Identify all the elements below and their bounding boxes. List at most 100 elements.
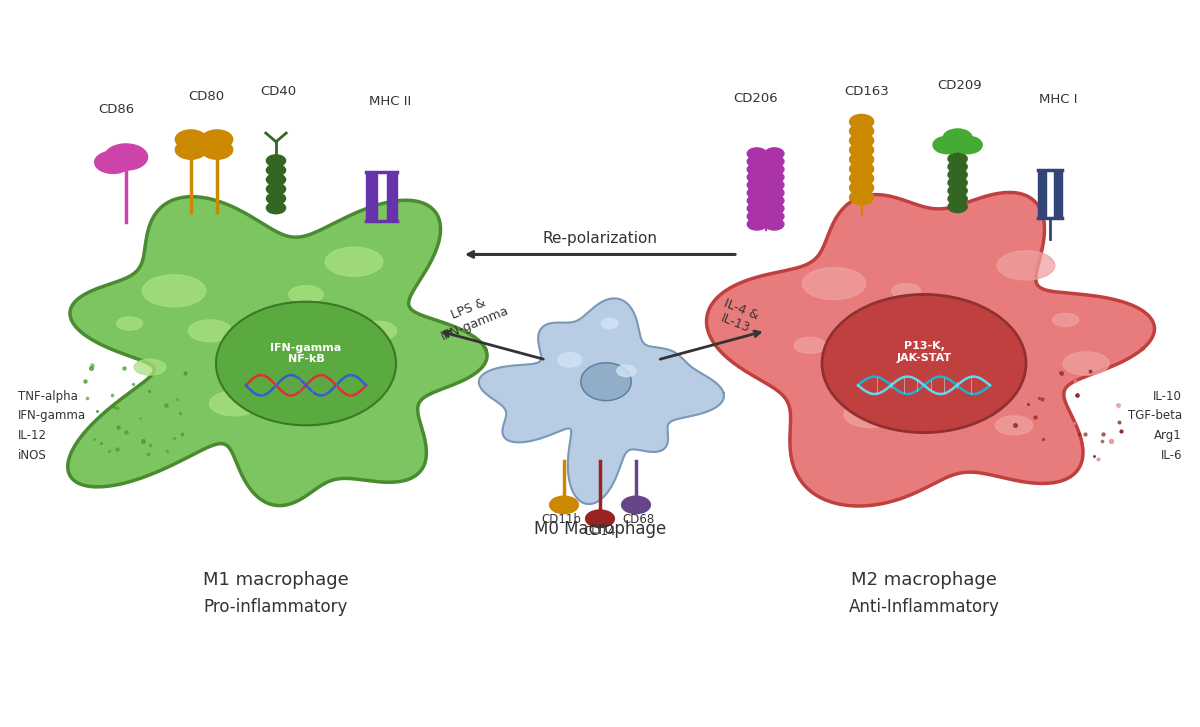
Circle shape [934, 136, 962, 153]
Text: MHC II: MHC II [368, 95, 412, 108]
Circle shape [948, 161, 967, 172]
Ellipse shape [1052, 313, 1079, 326]
Text: IFN-gamma: IFN-gamma [270, 342, 342, 353]
Circle shape [764, 187, 784, 198]
Text: IL-4 &
IL-13: IL-4 & IL-13 [716, 297, 760, 336]
Text: NF-kB: NF-kB [288, 354, 324, 364]
Text: CD206: CD206 [733, 92, 779, 105]
Circle shape [748, 203, 767, 214]
Circle shape [748, 211, 767, 222]
Polygon shape [1054, 170, 1062, 217]
Ellipse shape [822, 294, 1026, 433]
Circle shape [266, 202, 286, 214]
Ellipse shape [581, 363, 631, 401]
Text: CD163: CD163 [844, 84, 889, 97]
Ellipse shape [794, 337, 826, 353]
Circle shape [748, 156, 767, 167]
Polygon shape [1038, 170, 1046, 217]
Circle shape [550, 496, 578, 513]
Circle shape [175, 140, 206, 159]
Circle shape [175, 130, 206, 149]
Circle shape [850, 152, 874, 166]
Circle shape [948, 185, 967, 196]
Ellipse shape [116, 317, 143, 330]
Text: LPS &
IFN-gamma: LPS & IFN-gamma [433, 289, 510, 343]
Circle shape [764, 195, 784, 206]
Circle shape [202, 140, 233, 159]
Circle shape [558, 353, 582, 367]
Circle shape [266, 164, 286, 176]
Ellipse shape [325, 247, 383, 276]
Circle shape [850, 161, 874, 176]
Circle shape [764, 156, 784, 167]
Circle shape [948, 177, 967, 188]
Text: M0 Macrophage: M0 Macrophage [534, 521, 666, 539]
Text: P13-K,: P13-K, [904, 341, 944, 351]
Circle shape [764, 211, 784, 222]
Circle shape [617, 365, 636, 377]
Ellipse shape [1063, 352, 1109, 375]
Circle shape [748, 164, 767, 175]
Circle shape [948, 169, 967, 180]
Circle shape [586, 510, 614, 528]
Polygon shape [386, 172, 397, 221]
Circle shape [104, 144, 148, 170]
Ellipse shape [844, 401, 896, 427]
Circle shape [943, 129, 972, 146]
Text: CD209: CD209 [937, 79, 983, 92]
Text: IL-10: IL-10 [1153, 390, 1182, 403]
Text: Re-polarization: Re-polarization [542, 231, 658, 246]
Circle shape [95, 151, 131, 173]
Circle shape [953, 136, 982, 153]
Ellipse shape [803, 268, 865, 300]
Circle shape [948, 201, 967, 212]
Text: Arg1: Arg1 [1154, 429, 1182, 442]
Circle shape [622, 496, 650, 513]
Text: TGF-beta: TGF-beta [1128, 409, 1182, 422]
Circle shape [850, 133, 874, 148]
Ellipse shape [289, 286, 323, 303]
Circle shape [266, 183, 286, 195]
Circle shape [266, 174, 286, 185]
Text: Anti-Inflammatory: Anti-Inflammatory [848, 598, 1000, 616]
Ellipse shape [143, 275, 205, 307]
Circle shape [748, 187, 767, 198]
Circle shape [850, 171, 874, 185]
Polygon shape [67, 196, 487, 505]
Ellipse shape [997, 251, 1055, 280]
Ellipse shape [210, 391, 258, 416]
Circle shape [748, 148, 767, 159]
Text: M2 macrophage: M2 macrophage [851, 571, 997, 590]
Text: IL-12: IL-12 [18, 429, 47, 442]
Circle shape [202, 130, 233, 149]
Circle shape [748, 218, 767, 230]
Text: M1 macrophage: M1 macrophage [203, 571, 349, 590]
Circle shape [850, 142, 874, 157]
Ellipse shape [134, 359, 166, 375]
Circle shape [764, 203, 784, 214]
Text: CD40: CD40 [260, 84, 296, 97]
Text: CD68: CD68 [623, 513, 654, 526]
Circle shape [266, 193, 286, 204]
Circle shape [601, 318, 618, 329]
Circle shape [850, 124, 874, 138]
Polygon shape [366, 172, 377, 221]
Circle shape [764, 148, 784, 159]
Text: JAK-STAT: JAK-STAT [896, 353, 952, 364]
Circle shape [764, 164, 784, 175]
Circle shape [948, 153, 967, 164]
Ellipse shape [892, 284, 920, 298]
Circle shape [748, 172, 767, 183]
Text: MHC I: MHC I [1039, 93, 1078, 106]
Polygon shape [479, 298, 724, 504]
Circle shape [850, 114, 874, 129]
Circle shape [948, 193, 967, 204]
Circle shape [764, 180, 784, 191]
Ellipse shape [216, 302, 396, 425]
Text: CD14: CD14 [584, 526, 616, 539]
Circle shape [764, 172, 784, 183]
Text: CD11b: CD11b [541, 513, 582, 526]
Circle shape [748, 180, 767, 191]
Polygon shape [707, 193, 1154, 506]
Circle shape [266, 155, 286, 166]
